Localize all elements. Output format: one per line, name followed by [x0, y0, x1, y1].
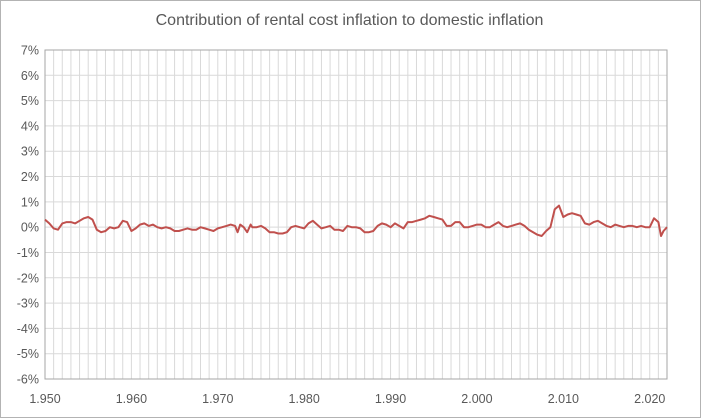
x-tick-label: 2.000	[461, 392, 492, 406]
y-tick-label: -1%	[17, 246, 39, 260]
x-tick-label: 1.970	[202, 392, 233, 406]
y-tick-label: 5%	[21, 94, 39, 108]
y-tick-label: 0%	[21, 221, 39, 235]
series-line	[44, 204, 668, 237]
y-tick-label: 4%	[21, 119, 39, 133]
x-tick-label: 1.950	[29, 392, 60, 406]
y-tick-label: -5%	[17, 347, 39, 361]
x-tick-label: 1.980	[289, 392, 320, 406]
y-tick-label: -3%	[17, 297, 39, 311]
y-tick-label: 2%	[21, 170, 39, 184]
y-tick-label: -2%	[17, 271, 39, 285]
y-tick-label: 1%	[21, 195, 39, 209]
grid-lines	[44, 49, 668, 380]
y-tick-label: 6%	[21, 69, 39, 83]
y-tick-label: -6%	[17, 373, 39, 387]
x-tick-label: 1.960	[116, 392, 147, 406]
x-tick-label: 1.990	[375, 392, 406, 406]
x-axis-labels: 1.950 1.960 1.970 1.980 1.990 2.000 2.010 2.020	[29, 392, 665, 406]
y-tick-label: -4%	[17, 322, 39, 336]
series-layer	[44, 204, 668, 237]
y-axis-labels: -6% -5% -4% -3% -2% -1% 0% 1% 2% 3% 4% 5% 6% 7%	[17, 44, 39, 387]
y-tick-label: 3%	[21, 145, 39, 159]
x-tick-label: 2.020	[634, 392, 665, 406]
plot-area-border	[44, 49, 668, 380]
chart-title: Contribution of rental cost inflation to…	[155, 12, 544, 29]
x-tick-label: 2.010	[548, 392, 579, 406]
y-tick-label: 7%	[21, 44, 39, 58]
